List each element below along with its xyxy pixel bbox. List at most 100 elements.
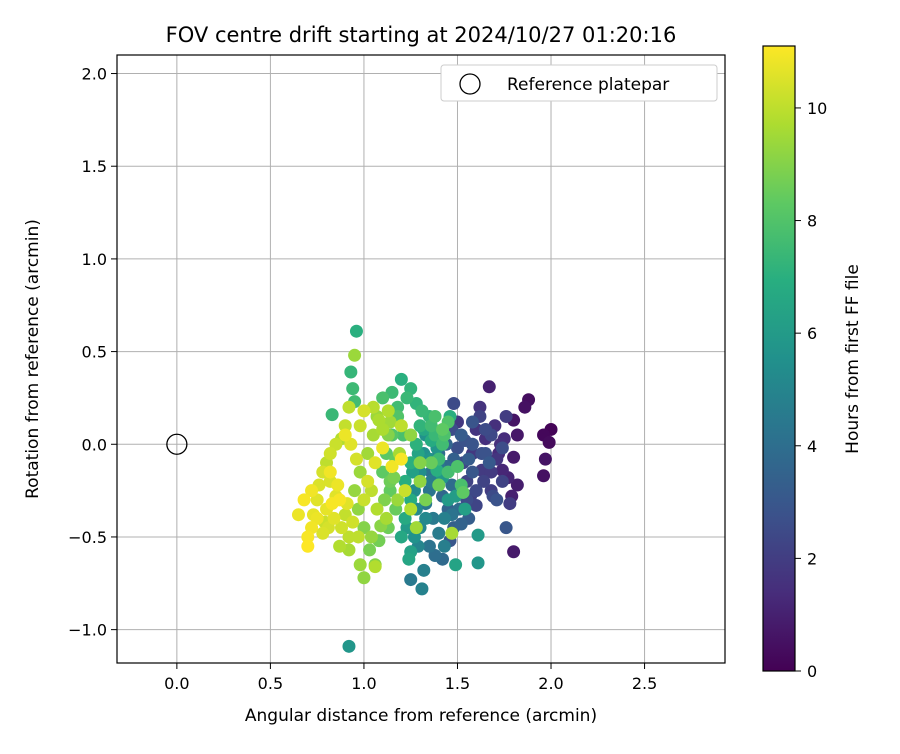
data-point <box>348 348 362 362</box>
data-point <box>499 521 513 535</box>
data-point <box>379 511 393 525</box>
data-point <box>469 484 483 498</box>
grid-lines <box>117 55 725 663</box>
data-point <box>357 493 371 507</box>
data-point <box>419 511 433 525</box>
data-point <box>445 526 459 540</box>
reference-marker-icon <box>166 433 188 455</box>
x-tick-label: 2.0 <box>538 674 563 693</box>
data-point <box>469 498 483 512</box>
data-point <box>477 474 491 488</box>
data-point <box>344 365 358 379</box>
data-point <box>400 391 414 405</box>
colorbar-tick-label: 10 <box>807 99 827 118</box>
data-point <box>432 478 446 492</box>
y-tick-label: 1.5 <box>82 157 107 176</box>
data-point <box>447 396 461 410</box>
data-point <box>450 460 464 474</box>
data-point <box>432 526 446 540</box>
data-point <box>507 545 521 559</box>
data-point <box>316 526 330 540</box>
data-point <box>495 441 509 455</box>
data-point <box>419 493 433 507</box>
y-tick-label: 2.0 <box>82 65 107 84</box>
data-point <box>482 456 496 470</box>
colorbar-tick-label: 6 <box>807 324 817 343</box>
data-point <box>357 404 371 418</box>
colorbar <box>762 45 796 672</box>
data-point <box>361 474 375 488</box>
data-point <box>462 452 476 466</box>
data-point <box>495 474 509 488</box>
data-point <box>327 511 341 525</box>
colorbar-label: Hours from first FF file <box>843 264 863 454</box>
data-point <box>376 422 390 436</box>
data-point <box>415 404 429 418</box>
data-point <box>391 493 405 507</box>
x-tick-label: 2.5 <box>632 674 657 693</box>
legend-box <box>440 64 718 102</box>
data-point <box>342 530 356 544</box>
data-point <box>428 409 442 423</box>
data-point <box>479 422 493 436</box>
data-point <box>394 452 408 466</box>
data-point <box>342 639 356 653</box>
legend: Reference platepar <box>440 64 718 102</box>
data-point <box>465 437 479 451</box>
data-point <box>417 563 431 577</box>
data-point <box>385 460 399 474</box>
plot-area <box>117 55 725 663</box>
data-point <box>449 558 463 572</box>
data-point <box>301 530 315 544</box>
data-point <box>404 573 418 587</box>
legend-entry: Reference platepar <box>507 75 669 95</box>
data-point <box>542 435 556 449</box>
data-point <box>394 372 408 386</box>
data-point <box>353 558 367 572</box>
data-point <box>394 419 408 433</box>
colorbar-ticks: 0 2 4 6 8 10 <box>795 99 827 681</box>
data-point <box>456 485 470 499</box>
data-point <box>305 484 319 498</box>
data-point <box>398 484 412 498</box>
data-point <box>385 385 399 399</box>
data-point <box>346 515 360 529</box>
y-axis-label: Rotation from reference (arcmin) <box>23 219 43 499</box>
data-point <box>301 539 315 553</box>
data-point <box>437 511 451 525</box>
data-point <box>333 539 347 553</box>
data-point <box>368 560 382 574</box>
x-axis-ticks: 0.0 0.5 1.0 1.5 2.0 2.5 <box>164 663 657 693</box>
data-point <box>376 441 390 455</box>
data-point <box>370 502 384 516</box>
data-point <box>424 456 438 470</box>
data-point <box>363 543 377 557</box>
data-point <box>538 452 552 466</box>
data-point <box>376 391 390 405</box>
scatter-points <box>291 324 558 653</box>
data-point <box>297 493 311 507</box>
data-point <box>349 452 363 466</box>
data-point <box>398 474 412 488</box>
data-point <box>445 478 459 492</box>
data-point <box>402 552 416 566</box>
data-point <box>473 400 487 414</box>
data-point <box>422 539 436 553</box>
data-point <box>495 463 509 477</box>
reference-point <box>166 433 188 455</box>
data-point <box>353 465 367 479</box>
x-tick-label: 0.0 <box>164 674 189 693</box>
plot-frame <box>116 54 726 664</box>
y-tick-label: 1.0 <box>82 250 107 269</box>
data-point <box>458 502 472 516</box>
data-point <box>348 484 362 498</box>
data-point <box>490 493 504 507</box>
data-point <box>471 556 485 570</box>
data-point <box>331 478 345 492</box>
y-tick-label: −1.0 <box>68 621 107 640</box>
data-point <box>465 465 479 479</box>
colorbar-tick-label: 0 <box>807 662 817 681</box>
data-point <box>323 465 337 479</box>
data-point <box>361 447 375 461</box>
